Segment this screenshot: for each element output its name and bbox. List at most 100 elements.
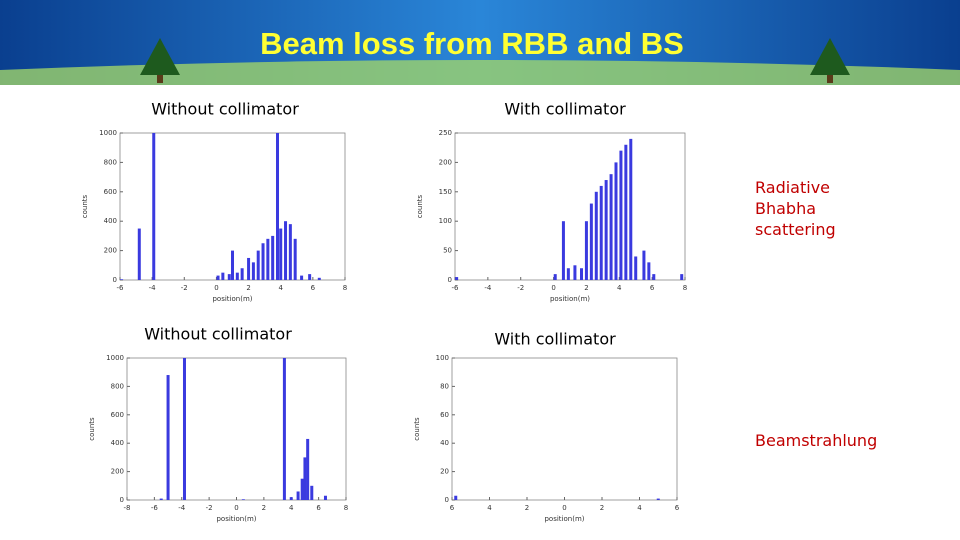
x-tick-label: -6 (151, 504, 159, 512)
y-axis-label: counts (416, 194, 424, 218)
x-tick-label: -4 (149, 284, 157, 292)
bar (296, 491, 300, 500)
y-tick-label: 0 (113, 276, 117, 284)
x-tick-label: 6 (311, 284, 316, 292)
bar (279, 228, 283, 280)
y-tick-label: 1000 (106, 354, 124, 362)
y-tick-label: 800 (104, 158, 117, 166)
bar (642, 250, 646, 280)
bar (261, 243, 265, 280)
x-tick-label: 6 (450, 504, 455, 512)
y-tick-label: 400 (111, 439, 124, 447)
x-tick-label: 0 (234, 504, 238, 512)
bar (300, 275, 304, 280)
y-tick-label: 0 (120, 496, 124, 504)
bar (235, 272, 239, 280)
x-tick-label: 8 (683, 284, 687, 292)
x-tick-label: -6 (452, 284, 460, 292)
bar (647, 262, 651, 280)
y-tick-label: 60 (440, 411, 449, 419)
bar (282, 358, 286, 500)
bar (159, 498, 163, 500)
bar (221, 272, 225, 280)
y-tick-label: 40 (440, 439, 449, 447)
x-tick-label: 2 (262, 504, 266, 512)
y-tick-label: 250 (439, 129, 452, 137)
x-tick-label: -4 (484, 284, 492, 292)
annotation: Radiative Bhabha scattering (755, 178, 836, 239)
tree-left (140, 38, 180, 83)
bar (227, 274, 231, 280)
y-tick-label: 50 (443, 247, 452, 255)
x-tick-label: 4 (289, 504, 294, 512)
y-tick-label: 400 (104, 217, 117, 225)
header-grass (0, 60, 960, 85)
x-tick-label: -2 (181, 284, 188, 292)
x-tick-label: -2 (206, 504, 213, 512)
x-tick-label: 4 (487, 504, 492, 512)
slide-title: Beam loss from RBB and BS (260, 26, 684, 61)
x-tick-label: 2 (584, 284, 588, 292)
bar (310, 485, 314, 500)
bar (599, 185, 603, 280)
chart-title: Without collimator (144, 325, 292, 344)
x-tick-label: -4 (178, 504, 186, 512)
x-tick-label: 4 (637, 504, 642, 512)
x-tick-label: 2 (600, 504, 604, 512)
bar (251, 262, 255, 280)
bar (589, 203, 593, 280)
x-tick-label: 0 (562, 504, 566, 512)
x-axis-label: position(m) (550, 295, 590, 303)
tree-right (810, 38, 850, 83)
y-tick-label: 150 (439, 188, 452, 196)
bar (303, 457, 307, 500)
bar (594, 191, 598, 280)
y-tick-label: 0 (445, 496, 449, 504)
x-tick-label: 0 (551, 284, 555, 292)
x-tick-label: 6 (675, 504, 680, 512)
bar (276, 133, 279, 280)
y-axis-label: counts (413, 417, 421, 441)
bar (680, 274, 684, 280)
bar (614, 162, 618, 280)
x-tick-label: 2 (246, 284, 250, 292)
y-tick-label: 600 (104, 188, 117, 196)
bar (584, 221, 588, 280)
bar (182, 358, 186, 500)
bar (152, 133, 156, 280)
bar (166, 375, 170, 500)
bar (137, 228, 141, 280)
bar (553, 274, 557, 280)
chart-title: With collimator (504, 100, 626, 119)
bar (656, 498, 660, 500)
chart-title: With collimator (494, 330, 616, 349)
x-tick-label: 4 (278, 284, 283, 292)
y-tick-label: 20 (440, 468, 449, 476)
bar (652, 274, 656, 280)
plot-frame (451, 357, 678, 501)
plot-frame (126, 357, 347, 501)
x-tick-label: 6 (650, 284, 655, 292)
annotation: Beamstrahlung (755, 431, 878, 450)
bar (256, 250, 260, 280)
x-axis-label: position(m) (544, 515, 584, 523)
x-tick-label: -2 (517, 284, 524, 292)
y-tick-label: 200 (439, 158, 452, 166)
x-tick-label: -6 (117, 284, 125, 292)
bar (629, 138, 633, 280)
y-tick-label: 1000 (99, 129, 117, 137)
bar (634, 256, 638, 280)
bar (288, 224, 292, 280)
bar (306, 438, 310, 500)
bar (284, 221, 288, 280)
x-tick-label: 2 (525, 504, 529, 512)
x-tick-label: -8 (124, 504, 131, 512)
bar (241, 499, 245, 500)
y-tick-label: 0 (448, 276, 452, 284)
x-tick-label: 6 (316, 504, 321, 512)
bar (604, 180, 608, 280)
bar (289, 497, 293, 500)
y-tick-label: 800 (111, 382, 124, 390)
